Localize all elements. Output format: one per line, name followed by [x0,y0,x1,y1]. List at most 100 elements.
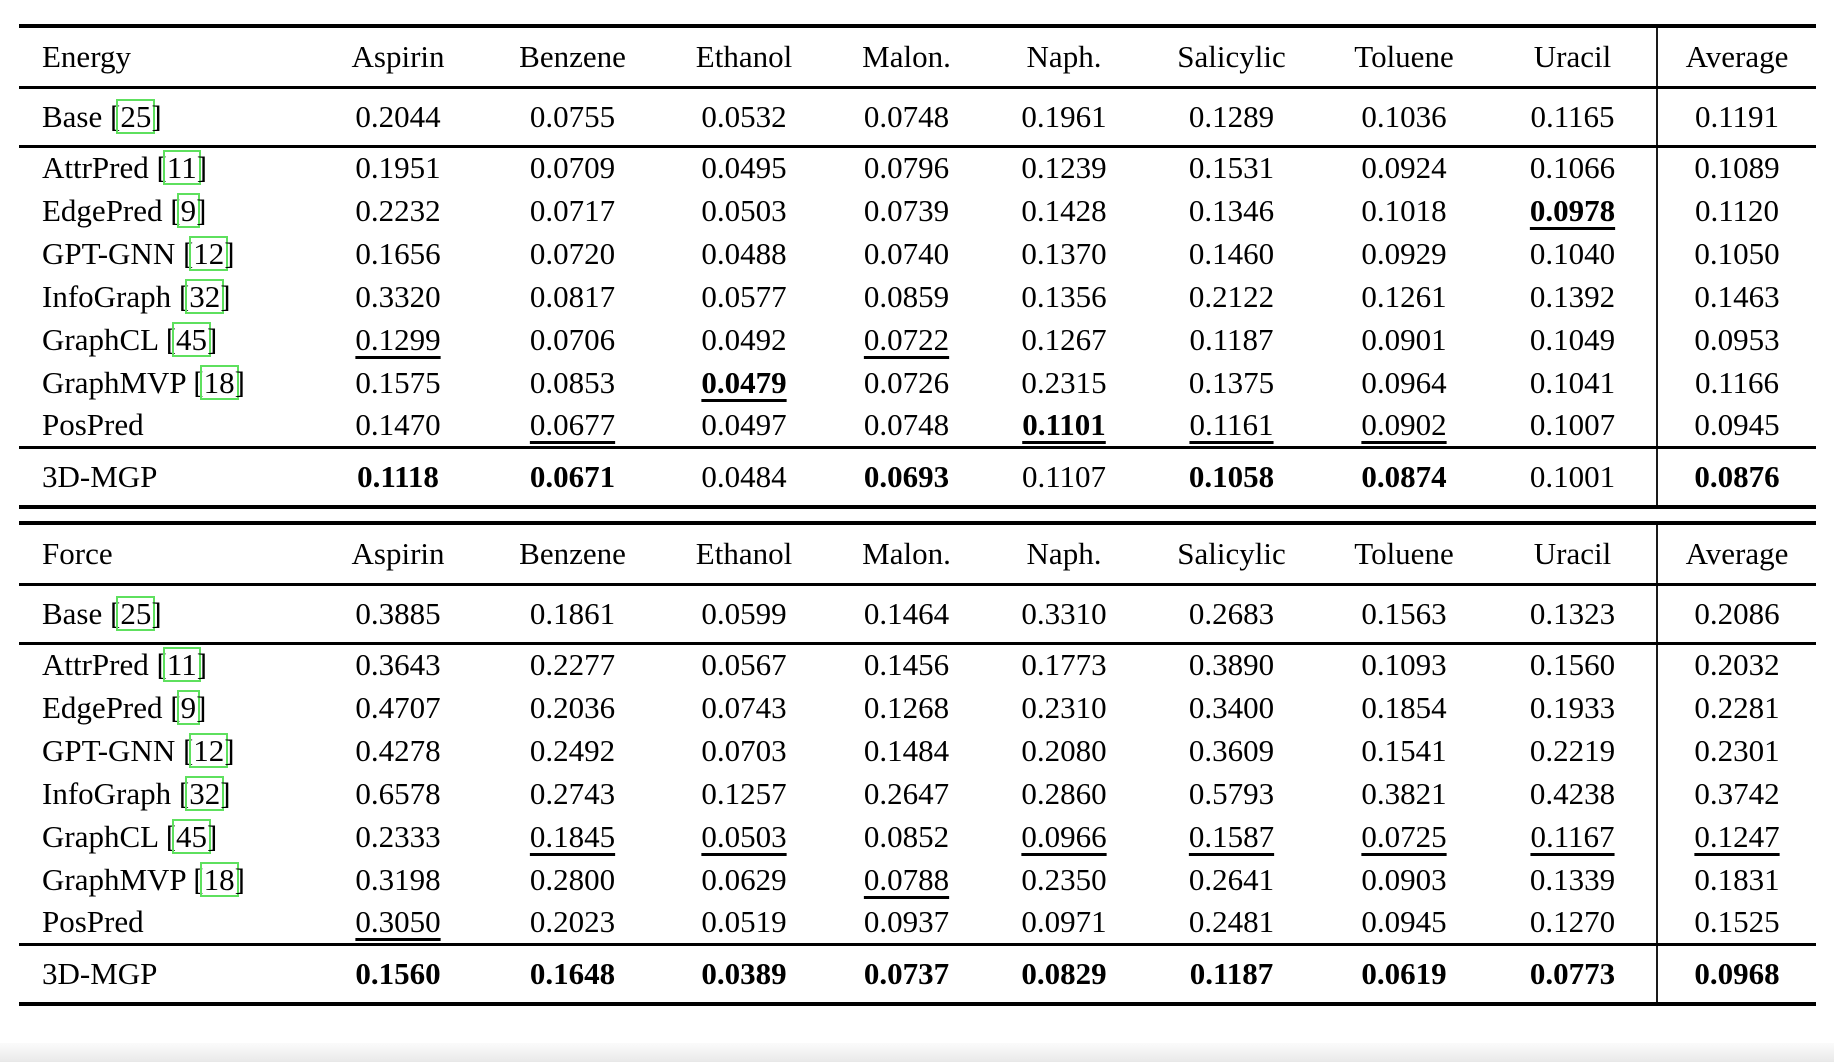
value-cell: 0.1268 [863,689,950,725]
value-cell: 0.3885 [355,595,441,631]
citation-bracket: [ [165,321,177,357]
table-row: GraphMVP [18] 0.3198 0.2800 0.0629 0.0788 0.2… [19,858,1816,901]
column-header-aspirin: Aspirin [351,38,445,74]
row-label: AttrPred [11] [19,146,310,189]
column-header-malon: Malon. [862,535,951,571]
citation-link[interactable]: 11 [162,647,201,683]
citation-bracket: ] [224,235,235,271]
value-cell: 0.1239 [1021,150,1107,186]
table-row: GraphCL [45] 0.2333 0.1845 0.0503 0.0852 0.09… [19,815,1816,858]
column-header-aspirin: Aspirin [351,535,445,571]
citation-bracket: ] [151,595,162,631]
citation-link[interactable]: 9 [176,192,201,228]
citation-link[interactable]: 25 [116,98,156,134]
value-cell: 0.0755 [529,98,616,134]
citation-link[interactable]: 32 [185,278,225,314]
value-cell: 0.0503 [701,818,787,854]
value-cell: 0.3821 [1361,775,1447,811]
value-cell: 0.1040 [1529,235,1616,271]
citation-link[interactable]: 12 [189,235,229,271]
citation-link[interactable]: 12 [189,732,229,768]
method-name: AttrPred [42,150,149,186]
value-cell: 0.0968 [1656,944,1816,1004]
citation-bracket: [ [182,732,194,768]
table-row: AttrPred [11] 0.3643 0.2277 0.0567 0.1456 0.1… [19,643,1816,686]
value-cell: 0.1933 [1529,689,1616,725]
value-cell: 0.3310 [1021,595,1107,631]
value-cell: 0.2350 [1021,861,1107,897]
value-cell: 0.0629 [701,861,787,897]
value-cell: 0.1270 [1529,903,1616,939]
value-cell: 0.0817 [529,278,616,314]
row-label: Base [25] [19,87,310,146]
value-cell: 0.1120 [1656,189,1816,232]
citation-bracket: ] [196,647,208,683]
value-cell: 0.0495 [701,150,787,186]
citation-link[interactable]: 45 [172,818,212,854]
column-header-naph: Naph. [1026,535,1102,571]
value-cell: 0.0924 [1361,150,1447,186]
value-cell: 0.1656 [355,235,441,271]
column-header-average: Average [1656,523,1816,584]
value-cell: 0.1107 [1021,458,1107,494]
method-name: 3D-MGP [42,458,158,494]
value-cell: 0.0599 [701,595,787,631]
method-name: GraphMVP [42,364,186,400]
table-row: 3D-MGP 0.1118 0.0671 0.0484 0.0693 0.1107 0.10… [19,447,1816,507]
citation-bracket: [ [170,192,181,228]
value-cell: 0.4278 [355,732,441,768]
value-cell: 0.0796 [863,150,950,186]
row-label: EdgePred [9] [19,189,310,232]
value-cell: 0.2281 [1656,686,1816,729]
citation-link[interactable]: 18 [199,364,239,400]
citation-bracket: ] [196,150,208,186]
citation-bracket: ] [151,98,162,134]
value-cell: 0.0739 [863,192,950,228]
value-cell: 0.0740 [863,235,950,271]
method-name: InfoGraph [42,278,172,314]
value-cell: 0.0709 [529,150,616,186]
method-name: 3D-MGP [42,955,158,991]
citation-bracket: [ [156,150,167,186]
value-cell: 0.1050 [1656,232,1816,275]
value-cell: 0.0748 [863,98,950,134]
value-cell: 0.1339 [1529,861,1616,897]
table-row: InfoGraph [32] 0.3320 0.0817 0.0577 0.0859 0.… [19,275,1816,318]
value-cell: 0.0853 [529,364,616,400]
citation-link[interactable]: 32 [185,775,225,811]
value-cell: 0.1560 [355,955,441,991]
table-row: GraphCL [45] 0.1299 0.0706 0.0492 0.0722 0.12… [19,318,1816,361]
value-cell: 0.2086 [1656,584,1816,643]
citation-link[interactable]: 45 [172,321,212,357]
value-cell: 0.0503 [701,192,787,228]
method-name: GPT-GNN [42,235,176,271]
value-cell: 0.4238 [1529,775,1616,811]
value-cell: 0.2481 [1188,903,1275,939]
value-cell: 0.2301 [1656,729,1816,772]
citation-link[interactable]: 11 [162,150,201,186]
value-cell: 0.0693 [863,458,950,494]
value-cell: 0.0971 [1021,903,1107,939]
citation-bracket: ] [234,861,245,897]
row-label: GPT-GNN [12] [19,232,310,275]
row-label: InfoGraph [32] [19,772,310,815]
value-cell: 0.0829 [1021,955,1107,991]
value-cell: 0.1861 [529,595,616,631]
citation-link[interactable]: 9 [176,689,201,725]
value-cell: 0.0497 [701,406,787,442]
table-row: PosPred 0.3050 0.2023 0.0519 0.0937 0.0971 0.2… [19,901,1816,944]
value-cell: 0.1299 [355,321,441,357]
value-cell: 0.4707 [355,689,441,725]
results-tables: Energy Aspirin Benzene Ethanol Malon. Naph. Sa… [19,24,1816,1006]
row-label: 3D-MGP [19,944,310,1004]
table-row: GPT-GNN [12] 0.1656 0.0720 0.0488 0.0740 0.13… [19,232,1816,275]
column-header-benzene: Benzene [519,38,626,74]
citation-link[interactable]: 25 [116,595,156,631]
citation-bracket: [ [178,278,190,314]
row-label: GraphMVP [18] [19,361,310,404]
citation-link[interactable]: 18 [199,861,239,897]
column-header-toluene: Toluene [1354,38,1454,74]
column-header-toluene: Toluene [1354,535,1454,571]
table-row: Base [25] 0.2044 0.0755 0.0532 0.0748 0.1961 0… [19,87,1816,146]
value-cell: 0.0567 [701,647,787,683]
